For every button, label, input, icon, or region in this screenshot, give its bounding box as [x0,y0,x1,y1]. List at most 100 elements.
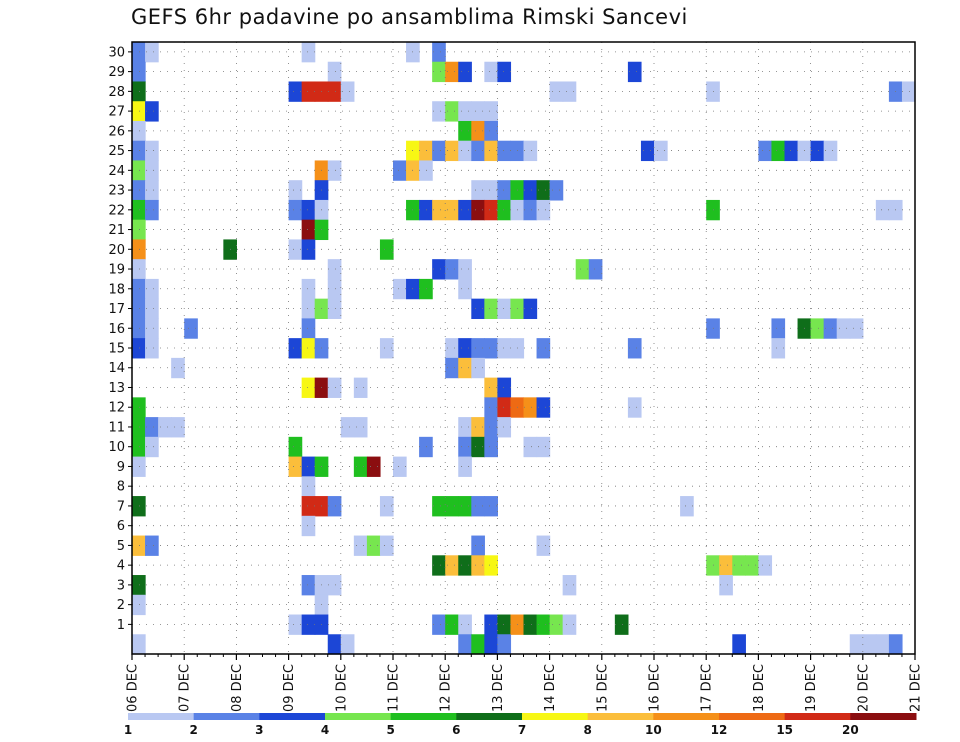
heatmap-cell [288,614,303,635]
heatmap-cell [327,298,342,319]
heatmap-cell [288,81,303,102]
heatmap-cell [484,61,498,83]
heatmap-cell [301,318,316,339]
heatmap-cell [484,417,498,438]
y-tick-label: 10 [108,440,125,455]
heatmap-cell [627,397,642,418]
colorbar-swatch [259,713,326,720]
heatmap-cell [784,140,799,162]
colorbar-swatch [325,713,392,720]
heatmap-cell [562,614,577,635]
heatmap-cell [340,634,355,655]
heatmap-cell [366,456,381,477]
heatmap-cell [849,318,864,339]
heatmap-cell [288,180,303,201]
heatmap-cell [432,42,446,63]
heatmap-cell [627,61,642,83]
y-tick-label: 7 [117,499,125,514]
y-tick-label: 25 [108,144,125,159]
heatmap-cell [145,180,159,201]
heatmap-cell [888,634,903,655]
heatmap-cell [458,140,472,162]
colorbar-swatch [784,713,851,720]
heatmap-cell [445,338,459,359]
heatmap-cell [523,614,538,635]
heatmap-cell [171,417,185,438]
heatmap-cell [458,417,472,438]
heatmap-cell [458,555,472,576]
heatmap-cell [132,140,146,162]
heatmap-cell [719,555,733,576]
heatmap-cell [471,140,485,162]
heatmap-cell [497,397,512,418]
heatmap-cell [432,140,446,162]
heatmap-cell [432,61,446,83]
heatmap-cell [680,496,694,517]
heatmap-cell [445,199,459,221]
heatmap-cell [562,81,577,102]
heatmap-cell [132,298,146,319]
heatmap-cell [419,140,433,162]
heatmap-cell [445,61,459,83]
heatmap-cell [145,160,159,181]
heatmap-cell [549,180,564,201]
y-tick-label: 5 [117,539,125,554]
heatmap-cell [536,180,551,201]
heatmap-cell [458,614,472,635]
heatmap-cell [497,140,512,162]
heatmap-cell [301,199,316,221]
heatmap-cell [379,496,394,517]
heatmap-cell [432,614,446,635]
heatmap-cell [536,535,551,556]
x-tick-label: 20 DEC [856,664,871,712]
heatmap-cell [536,436,551,458]
heatmap-cell [484,634,498,655]
heatmap-cell [301,298,316,319]
heatmap-cell [536,338,551,359]
y-tick-label: 20 [108,243,125,258]
heatmap-cell [379,239,394,260]
colorbar-swatch [719,713,786,720]
y-tick-label: 21 [108,223,125,238]
heatmap-cell [132,278,146,300]
y-tick-label: 9 [117,460,125,475]
heatmap-cell [132,496,146,517]
heatmap-cell [445,555,459,576]
heatmap-cell [340,417,355,438]
heatmap-cell [445,496,459,517]
heatmap-cell [458,61,472,83]
y-tick-label: 22 [108,203,125,218]
heatmap-cell [301,219,316,241]
heatmap-cell [132,456,146,477]
heatmap-cell [458,120,472,142]
heatmap-cell [327,575,342,596]
x-tick-label: 16 DEC [648,664,663,712]
y-tick-label: 4 [117,559,125,574]
heatmap-cell [523,140,538,162]
heatmap-cell [458,496,472,517]
colorbar-swatch [653,713,720,720]
y-tick-labels: 1234567891011121314151617181920212223242… [108,45,125,633]
heatmap-cell [132,239,146,260]
x-tick-label: 09 DEC [282,664,297,712]
heatmap-cell [458,338,472,359]
heatmap-cell [862,634,877,655]
heatmap-cell [432,555,446,576]
heatmap-cell [523,436,538,458]
heatmap-cell [432,496,446,517]
heatmap-cell [549,614,564,635]
heatmap-cell [497,377,512,398]
heatmap-cell [471,535,485,556]
colorbar-label: 3 [255,723,263,737]
heatmap-cell [497,634,512,655]
heatmap-cell [523,298,538,319]
heatmap-cell [171,357,185,379]
colorbar-swatch [128,713,195,720]
colorbar-swatch [193,713,260,720]
x-tick-label: 07 DEC [178,664,193,712]
y-tick-label: 13 [108,381,125,396]
heatmap-cell [875,199,890,221]
x-tick-label: 10 DEC [334,664,349,712]
x-tick-label: 17 DEC [700,664,715,712]
